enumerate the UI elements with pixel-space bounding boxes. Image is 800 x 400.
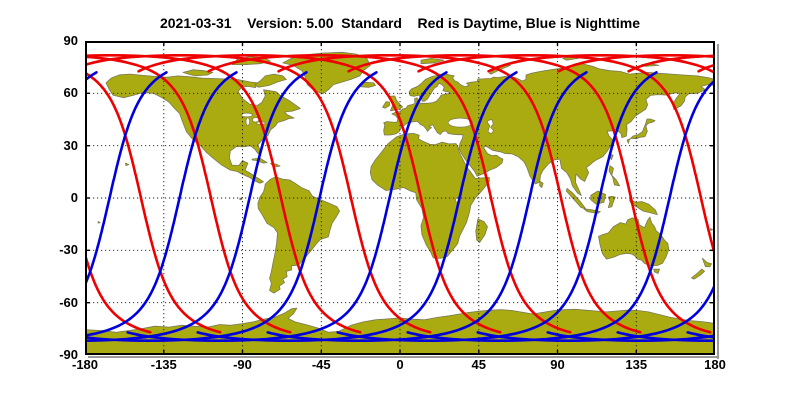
frame-shadow-bottom <box>88 356 719 358</box>
land-sri-lanka <box>539 181 544 188</box>
day-track <box>277 54 642 334</box>
y-tick-label: 60 <box>63 85 78 101</box>
land-madagascar <box>475 218 488 243</box>
land-antarctica <box>85 307 715 355</box>
night-tracks <box>85 71 715 342</box>
frame-shadow-right <box>717 44 719 359</box>
night-track <box>406 78 715 342</box>
land-nz-north <box>702 257 712 268</box>
day-track <box>137 54 502 334</box>
y-tick-label: 30 <box>63 137 78 153</box>
land-australia <box>598 216 670 267</box>
x-tick-label: -45 <box>311 357 331 372</box>
land-new-guinea <box>628 199 658 215</box>
night-track <box>196 71 518 342</box>
land-sulawesi <box>607 195 616 208</box>
y-tick-label: 90 <box>63 33 78 48</box>
land-baffin <box>254 73 287 88</box>
y-tick-label: -30 <box>59 242 78 258</box>
x-tick-label: 0 <box>396 357 404 372</box>
land-sumatra <box>565 188 586 209</box>
night-track <box>85 71 168 288</box>
land-svalbard <box>420 58 445 65</box>
night-track <box>85 71 238 337</box>
x-tick-label: 90 <box>550 357 565 372</box>
x-tick-label: 45 <box>471 357 486 372</box>
land-fiji <box>709 228 714 231</box>
land-philippines <box>608 165 620 187</box>
land-north-america <box>105 73 301 184</box>
land-tasmania <box>653 268 660 274</box>
night-track <box>126 71 448 342</box>
land-hawaii <box>124 162 130 166</box>
day-track <box>207 54 572 334</box>
day-track <box>85 71 222 334</box>
water-caspian-sea <box>486 119 495 135</box>
night-track <box>336 71 658 342</box>
land-japan <box>626 118 656 144</box>
day-track <box>85 54 432 334</box>
land-samoa <box>97 221 101 224</box>
x-tick-label: -90 <box>233 357 252 372</box>
plot-frame <box>85 41 715 355</box>
y-tick-label: -90 <box>59 347 78 362</box>
x-tick-label: -180 <box>71 357 99 372</box>
day-tracks <box>85 54 715 334</box>
x-tick-label: 135 <box>625 357 648 372</box>
land-galapagos <box>239 197 243 201</box>
day-track <box>85 249 152 334</box>
land-south-america <box>257 176 340 294</box>
plot-canvas <box>85 41 715 355</box>
x-tick-label: 180 <box>704 357 726 372</box>
y-tick-label: -60 <box>59 294 78 310</box>
land-ireland <box>382 101 390 109</box>
night-track <box>476 281 715 342</box>
lakes-layer <box>240 112 495 203</box>
water-black-sea <box>447 117 474 128</box>
day-track <box>85 54 362 334</box>
night-track <box>266 71 588 342</box>
x-tick-label: -135 <box>150 357 177 372</box>
night-track <box>85 71 308 342</box>
chart-title: 2021-03-31 Version: 5.00 Standard Red is… <box>159 15 641 31</box>
land-victoria-island <box>182 69 214 77</box>
day-track <box>347 54 712 334</box>
day-track <box>85 55 292 334</box>
grid-layer <box>85 41 715 355</box>
water-lake-huron <box>252 117 260 123</box>
day-track <box>417 54 715 260</box>
day-track <box>487 54 715 75</box>
y-tick-label: 0 <box>70 190 78 205</box>
plot-area <box>85 41 715 355</box>
water-lake-michigan <box>245 117 250 126</box>
water-lake-superior <box>240 112 253 118</box>
land-nz-south <box>691 268 705 280</box>
night-track <box>85 71 378 342</box>
